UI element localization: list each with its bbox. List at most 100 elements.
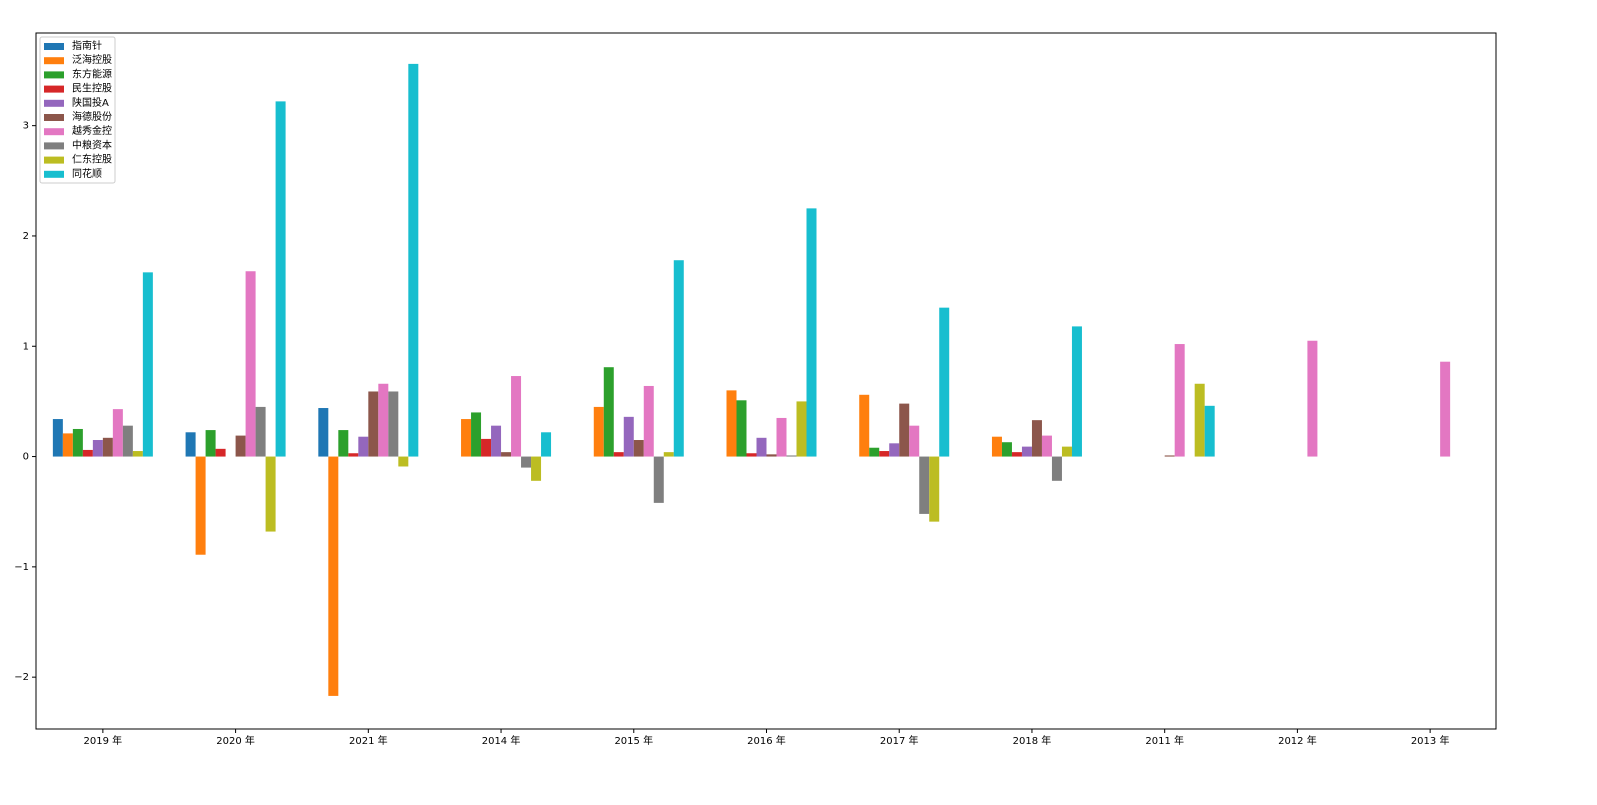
bar xyxy=(1174,344,1185,457)
bar xyxy=(1164,455,1175,457)
bar xyxy=(511,376,522,457)
legend-swatch xyxy=(44,57,64,65)
bar xyxy=(368,391,379,457)
x-tick-label: 2018 年 xyxy=(1013,734,1052,747)
bar xyxy=(338,430,349,457)
legend-label: 民生控股 xyxy=(72,82,112,95)
legend-label: 陕国投A xyxy=(72,96,109,109)
bar xyxy=(603,367,614,457)
bar xyxy=(796,401,807,457)
y-tick-label: 0 xyxy=(23,452,29,463)
bar xyxy=(1194,383,1205,457)
x-tick-label: 2019 年 xyxy=(84,734,123,747)
bar xyxy=(72,428,83,457)
bar xyxy=(471,412,482,457)
bar xyxy=(531,456,542,481)
bar xyxy=(1071,326,1082,457)
legend-label: 同花顺 xyxy=(72,167,102,180)
bar xyxy=(1011,452,1022,457)
bar xyxy=(786,455,797,457)
legend-swatch xyxy=(44,114,64,121)
bar xyxy=(909,425,920,457)
legend-swatch xyxy=(44,142,64,150)
bar xyxy=(491,425,502,457)
bar xyxy=(879,451,890,457)
legend-swatch xyxy=(44,170,64,178)
bar xyxy=(328,456,339,696)
bar xyxy=(929,456,940,522)
y-tick-label: 3 xyxy=(23,121,29,132)
bar xyxy=(501,452,512,457)
bar xyxy=(461,419,472,457)
bar xyxy=(1204,405,1215,457)
x-tick-label: 2015 年 xyxy=(614,734,653,747)
bar xyxy=(318,408,329,457)
legend-label: 仁东控股 xyxy=(72,153,112,166)
bar xyxy=(1031,420,1042,457)
bar xyxy=(348,453,359,457)
legend-swatch xyxy=(44,99,64,107)
legend-label: 指南针 xyxy=(72,39,102,52)
bar xyxy=(1440,361,1451,457)
bar xyxy=(776,417,787,457)
x-tick-label: 2016 年 xyxy=(747,734,786,747)
bar xyxy=(623,416,634,457)
legend-swatch xyxy=(44,71,64,79)
bar xyxy=(235,435,246,457)
legend-swatch xyxy=(44,156,64,164)
x-tick-label: 2017 年 xyxy=(880,734,919,747)
bar xyxy=(613,452,624,457)
legend-label: 泛海控股 xyxy=(72,53,112,66)
bar xyxy=(481,438,492,457)
bar xyxy=(736,400,747,457)
bar xyxy=(593,406,604,457)
x-tick-label: 2011 年 xyxy=(1145,734,1184,747)
bar xyxy=(1307,340,1318,457)
legend-swatch xyxy=(44,43,64,50)
bar xyxy=(92,440,103,457)
legend-swatch xyxy=(44,85,64,93)
bar xyxy=(1021,446,1032,457)
bar xyxy=(746,453,757,457)
bar xyxy=(1061,446,1072,457)
bar xyxy=(663,452,674,457)
x-tick-label: 2021 年 xyxy=(349,734,388,747)
bar xyxy=(919,456,930,514)
y-tick-label: 1 xyxy=(23,341,29,352)
bar xyxy=(633,440,644,457)
bar xyxy=(132,451,143,457)
bar xyxy=(1041,435,1052,457)
bar xyxy=(102,437,113,457)
y-tick-label: 2 xyxy=(23,231,29,242)
legend-swatch xyxy=(44,128,64,136)
x-tick-label: 2012 年 xyxy=(1278,734,1317,747)
y-tick-label: −2 xyxy=(14,672,29,683)
bar xyxy=(653,456,664,503)
bar xyxy=(388,391,399,457)
bar xyxy=(205,430,216,457)
bar xyxy=(1001,442,1012,457)
bar xyxy=(245,271,256,457)
bar xyxy=(673,260,684,457)
bar xyxy=(62,433,73,457)
bar xyxy=(806,208,817,457)
bar xyxy=(643,385,654,457)
x-tick-label: 2013 年 xyxy=(1411,734,1450,747)
bar xyxy=(185,432,196,457)
bar xyxy=(869,447,880,457)
bar xyxy=(215,448,226,457)
bar xyxy=(255,406,266,457)
bar xyxy=(122,425,133,457)
bar xyxy=(378,383,389,457)
bar xyxy=(1051,456,1062,481)
bar xyxy=(142,272,153,457)
bar xyxy=(889,443,900,457)
bar xyxy=(398,456,409,467)
bar xyxy=(991,436,1002,457)
bar xyxy=(112,409,123,457)
bar xyxy=(541,432,552,457)
x-tick-label: 2014 年 xyxy=(482,734,521,747)
legend-label: 东方能源 xyxy=(72,67,112,80)
